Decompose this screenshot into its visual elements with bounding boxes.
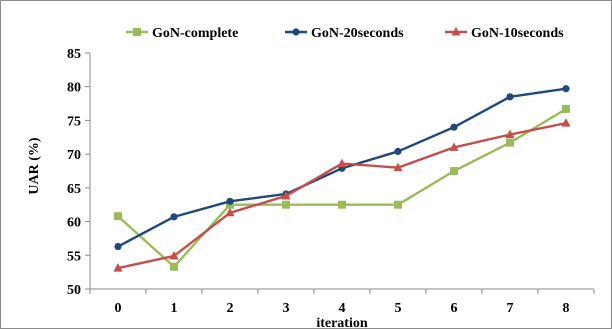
data-point bbox=[338, 200, 346, 209]
axes: 50 55 60 65 70 75 80 85 0 1 2 3 4 5 6 7 8 bbox=[67, 47, 595, 316]
data-point bbox=[225, 207, 235, 217]
data-point bbox=[506, 93, 514, 101]
legend: GoN-complete GoN-20seconds GoN-10seconds bbox=[126, 26, 564, 41]
legend-entry: GoN-20seconds bbox=[285, 26, 404, 41]
series-gon-20seconds bbox=[114, 85, 570, 251]
data-point bbox=[505, 129, 515, 139]
x-tick-label: 5 bbox=[395, 301, 402, 316]
data-point bbox=[292, 28, 300, 36]
x-tick-label: 8 bbox=[563, 301, 570, 316]
y-tick-label: 50 bbox=[67, 283, 81, 298]
data-point bbox=[114, 212, 122, 221]
data-point bbox=[394, 200, 402, 209]
data-point bbox=[393, 162, 403, 172]
data-point bbox=[282, 200, 290, 209]
data-point bbox=[169, 250, 179, 260]
data-point bbox=[561, 118, 571, 127]
y-tick-label: 75 bbox=[67, 114, 81, 129]
data-point bbox=[170, 262, 178, 271]
data-point bbox=[114, 242, 122, 251]
data-point bbox=[506, 138, 514, 147]
data-point bbox=[562, 85, 570, 93]
legend-label: GoN-20seconds bbox=[311, 26, 404, 41]
x-tick-label: 1 bbox=[171, 301, 178, 316]
x-tick-label: 4 bbox=[339, 301, 346, 316]
legend-label: GoN-10seconds bbox=[471, 26, 564, 41]
data-point bbox=[281, 190, 291, 200]
y-tick-label: 85 bbox=[67, 47, 81, 62]
data-point bbox=[170, 213, 178, 221]
x-tick-label: 3 bbox=[283, 301, 290, 316]
y-tick-label: 80 bbox=[67, 81, 81, 96]
legend-entry: GoN-10seconds bbox=[445, 26, 564, 41]
data-point bbox=[337, 158, 347, 168]
data-point bbox=[449, 142, 459, 151]
series-layer bbox=[113, 85, 571, 272]
x-tick-label: 2 bbox=[227, 301, 234, 316]
y-tick-label: 70 bbox=[67, 148, 81, 163]
series-gon-10seconds bbox=[113, 118, 571, 272]
data-point bbox=[450, 123, 458, 131]
x-tick-label: 0 bbox=[115, 301, 122, 316]
y-tick-label: 55 bbox=[67, 249, 81, 264]
x-axis-title: iteration bbox=[316, 316, 368, 329]
data-point bbox=[450, 167, 458, 175]
series-gon-complete bbox=[114, 104, 570, 271]
data-point bbox=[113, 263, 123, 272]
data-point bbox=[451, 27, 461, 36]
data-point bbox=[562, 104, 570, 113]
x-tick-label: 7 bbox=[507, 301, 514, 316]
y-tick-label: 60 bbox=[67, 216, 81, 231]
legend-entry: GoN-complete bbox=[126, 26, 238, 41]
x-tick-label: 6 bbox=[451, 301, 458, 316]
data-point bbox=[226, 197, 234, 205]
legend-label: GoN-complete bbox=[152, 26, 238, 41]
data-point bbox=[394, 147, 402, 156]
data-point bbox=[133, 28, 141, 36]
y-axis-title: UAR (%) bbox=[27, 137, 42, 194]
y-tick-label: 65 bbox=[67, 182, 81, 197]
